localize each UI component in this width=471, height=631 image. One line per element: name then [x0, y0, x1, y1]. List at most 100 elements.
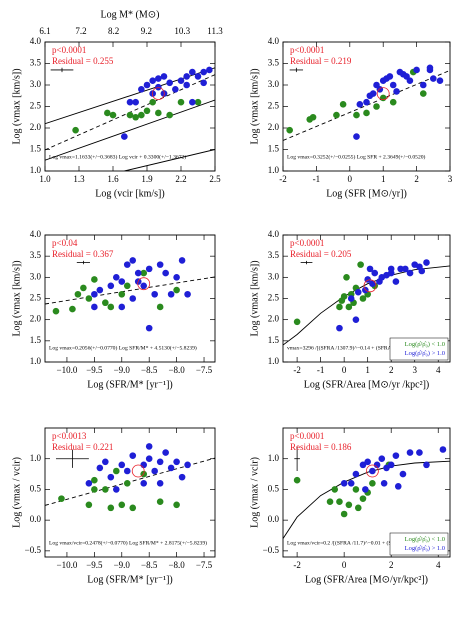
data-point: [138, 111, 145, 119]
data-point: [397, 265, 404, 273]
mean-marker: [151, 87, 165, 100]
legend-entry: Log(ρ̂/ρ̂₀) > 1.0: [405, 545, 445, 552]
plot-frame: [44, 427, 216, 558]
data-point: [107, 473, 115, 481]
data-point: [439, 446, 447, 453]
data-point: [173, 458, 180, 466]
annotation: p<0.04: [52, 238, 78, 248]
x-tick-label: 3: [448, 174, 453, 184]
x-tick-label: 3: [412, 365, 417, 375]
x-tick-label: −7.5: [196, 365, 213, 375]
annotation: Residual = 0.221: [52, 442, 113, 452]
y-tick-label: 1.0: [30, 453, 42, 463]
y-tick-label: 0.0: [30, 514, 42, 524]
y-tick-label: 1.0: [30, 165, 42, 175]
y-tick-label: 2.5: [30, 293, 42, 303]
x-tick-label: -2: [293, 560, 301, 570]
y-tick-label: 3.5: [30, 58, 42, 68]
data-point: [149, 77, 156, 84]
data-point: [326, 498, 334, 506]
legend-box: [389, 532, 449, 556]
x2-tick-label: 8.2: [108, 26, 119, 36]
y-tick-label: 2.5: [268, 293, 280, 303]
annotation: p<0.0001: [290, 45, 324, 55]
annotation: p<0.0001: [52, 45, 86, 55]
data-point: [406, 269, 414, 277]
data-point: [389, 81, 397, 89]
data-point: [356, 101, 364, 108]
data-point: [359, 495, 367, 502]
x-tick-label: 1: [365, 365, 370, 375]
data-point: [200, 68, 207, 76]
data-point: [91, 486, 98, 493]
data-point: [194, 98, 202, 106]
data-point: [123, 282, 131, 290]
data-point: [52, 307, 60, 315]
data-point: [134, 269, 142, 277]
y-axis-label: Log (vmax [km/s]): [11, 260, 22, 336]
annotation: Residual = 0.255: [52, 56, 114, 66]
data-point: [340, 479, 348, 487]
data-point: [363, 109, 370, 117]
data-point: [369, 479, 376, 487]
y-tick-label: 4.0: [30, 36, 42, 46]
data-point: [107, 282, 115, 290]
data-point: [156, 458, 164, 466]
data-point: [352, 486, 360, 493]
data-point: [373, 103, 380, 110]
data-point: [140, 461, 148, 469]
data-point: [85, 479, 93, 487]
x-tick-label: -1: [313, 174, 321, 184]
data-point: [91, 276, 98, 283]
x-tick-label: −8.0: [168, 365, 185, 375]
data-point: [69, 305, 76, 313]
data-point: [177, 77, 185, 84]
data-point: [378, 455, 386, 463]
x2-tick-label: 9.2: [141, 26, 152, 36]
data-point: [183, 73, 190, 80]
x-tick-label: −8.5: [141, 365, 158, 375]
data-point: [347, 479, 355, 487]
annotation: Residual = 0.205: [290, 249, 352, 259]
data-point: [380, 479, 388, 487]
data-point: [206, 66, 213, 74]
data-point: [184, 461, 191, 469]
data-point: [167, 290, 175, 298]
data-point: [340, 293, 348, 300]
y-tick-label: −0.5: [25, 545, 42, 555]
data-point: [156, 498, 164, 506]
x-tick-label: 2.2: [175, 174, 186, 184]
fit-formula: Log vmax/vcir=0.2478(+/−0.0770) Log SFR/…: [49, 539, 207, 546]
annotation: Residual = 0.367: [52, 249, 114, 259]
data-point: [58, 495, 65, 502]
data-point: [399, 470, 407, 478]
data-point: [91, 476, 98, 484]
legend-entry: Log(ρ̂/ρ̂₀) < 1.0: [405, 341, 445, 348]
x2-axis-label: Log M* (M⊙): [101, 9, 160, 20]
data-point: [166, 79, 173, 87]
data-point: [118, 461, 126, 469]
mean-marker: [376, 87, 390, 100]
data-point: [167, 464, 175, 472]
fit-formula: Log vmax=0.2056(+/−0.0770) Log SFR/M* + …: [49, 344, 197, 351]
x-axis-label: Log (SFR/Area [M⊙/yr /kpc²]): [304, 379, 430, 390]
y-tick-label: 0.5: [30, 483, 42, 493]
data-point: [145, 324, 153, 332]
data-point: [166, 111, 173, 119]
plot-frame: [282, 41, 451, 172]
x-tick-label: −9.0: [114, 560, 131, 570]
data-point: [121, 133, 128, 140]
data-point: [129, 295, 137, 302]
x2-tick-label: 6.1: [39, 26, 50, 36]
data-point: [118, 278, 126, 285]
data-point: [85, 295, 93, 302]
data-point: [96, 286, 104, 294]
plot-frame: [44, 41, 216, 172]
data-point: [156, 479, 164, 487]
y-tick-label: 3.5: [30, 250, 42, 260]
x-tick-label: −10.0: [57, 560, 78, 570]
data-point: [156, 261, 164, 268]
data-point: [293, 476, 301, 484]
y-axis-label: Log (vmax [km/s]): [249, 260, 260, 336]
